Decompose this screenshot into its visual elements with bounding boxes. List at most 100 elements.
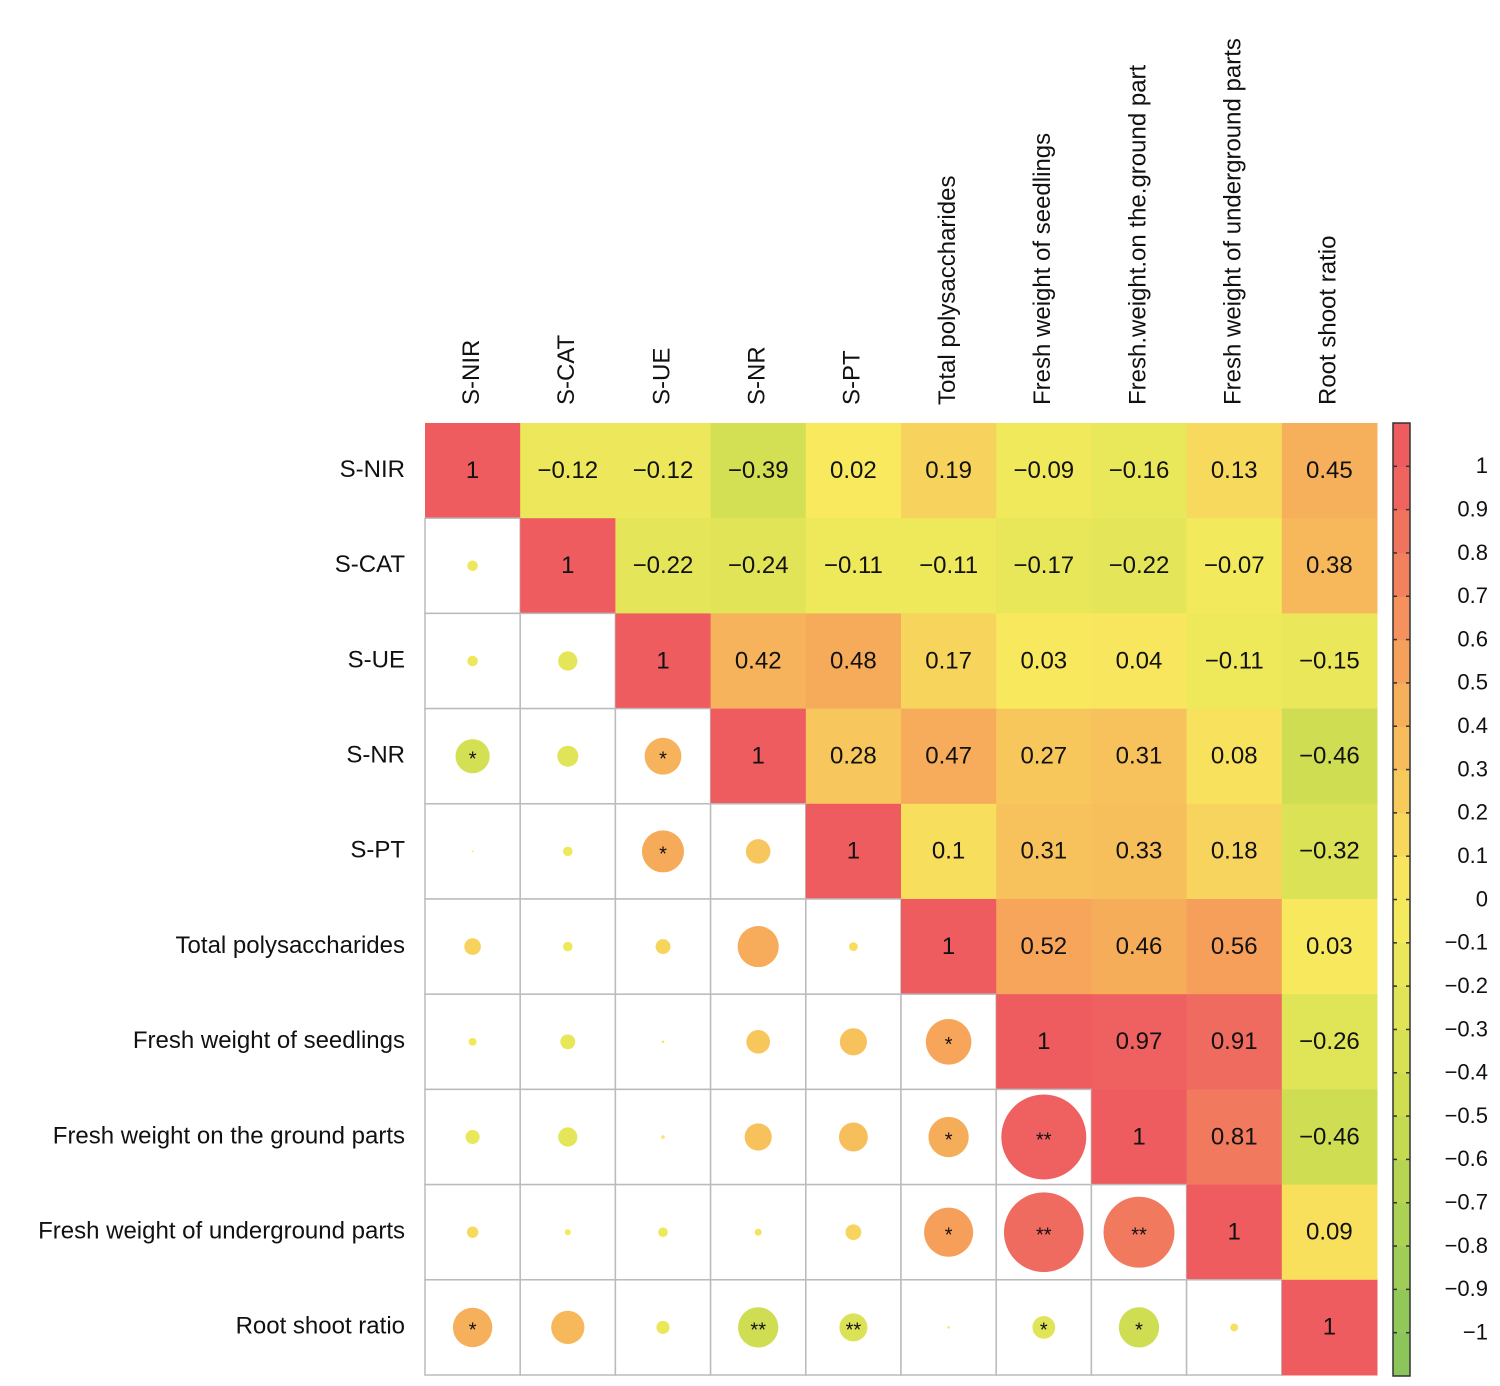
value-label: 0.45 (1306, 457, 1353, 484)
cell (805, 518, 902, 614)
cell (710, 613, 807, 710)
colorbar-tick-label: 0.5 (1457, 670, 1488, 695)
value-label: 0.03 (1020, 647, 1067, 674)
cell (901, 423, 997, 519)
colorbar-tick-label: −0.4 (1445, 1060, 1488, 1085)
value-label: −0.12 (537, 457, 598, 484)
colorbar-band (1393, 1246, 1410, 1290)
value-label: 1 (942, 933, 955, 960)
significance: * (1135, 1320, 1143, 1342)
value-label: 0.02 (830, 457, 877, 484)
circle (1103, 1196, 1175, 1268)
significance: * (469, 748, 477, 770)
cell (996, 899, 1092, 995)
colorbar-tick-label: −0.2 (1445, 973, 1488, 998)
cell (901, 518, 997, 614)
cell (615, 613, 712, 710)
row-label: Root shoot ratio (236, 1313, 405, 1340)
cell (901, 803, 997, 900)
value-label: 1 (1228, 1219, 1241, 1246)
circle (641, 830, 685, 873)
cell (1186, 423, 1283, 519)
colorbar-band (1393, 1202, 1410, 1247)
cell (1186, 708, 1283, 805)
value-label: 1 (1323, 1314, 1336, 1341)
colorbar-band (1393, 423, 1410, 467)
value-label: 1 (847, 838, 860, 865)
cell (710, 518, 807, 614)
circle (838, 1122, 868, 1152)
cell (996, 708, 1092, 805)
value-label: −0.22 (1109, 552, 1170, 579)
cell (1281, 1089, 1378, 1186)
value-label: −0.12 (633, 457, 694, 484)
circle (655, 939, 671, 955)
colorbar-tick-label: 0.4 (1457, 713, 1488, 738)
circle (744, 1123, 772, 1151)
circle (924, 1207, 974, 1257)
circle (1118, 1307, 1160, 1348)
circle (562, 941, 573, 952)
colorbar-tick-label: −0.6 (1445, 1146, 1488, 1171)
cell (1091, 1089, 1188, 1186)
cell (805, 708, 902, 805)
colorbar-tick-label: 1 (1476, 453, 1488, 478)
cell (1186, 613, 1283, 710)
significance: ** (1036, 1224, 1052, 1246)
colorbar-band (1393, 812, 1410, 857)
colorbar-band (1393, 1116, 1410, 1160)
value-label: 0.13 (1211, 457, 1258, 484)
significance: ** (750, 1320, 766, 1342)
value-label: −0.07 (1204, 552, 1265, 579)
colorbar-band (1393, 1029, 1410, 1074)
col-label: S-NR (744, 346, 771, 405)
value-label: 0.48 (830, 647, 877, 674)
cell (710, 423, 807, 519)
value-label: −0.11 (824, 552, 883, 579)
colorbar-band (1393, 552, 1410, 597)
colorbar-band (1393, 1289, 1410, 1334)
cell (425, 423, 521, 519)
colorbar-tick-label: 0.9 (1457, 496, 1488, 521)
row-label: Fresh weight of seedlings (133, 1027, 405, 1054)
value-label: −0.46 (1299, 1123, 1360, 1150)
cell (1281, 518, 1378, 614)
colorbar-band (1393, 1332, 1410, 1377)
colorbar-tick-label: −0.5 (1445, 1103, 1488, 1128)
circle (464, 938, 481, 955)
cell (805, 803, 902, 900)
value-label: 0.27 (1020, 743, 1067, 770)
circle (455, 739, 490, 774)
colorbar-band (1393, 856, 1410, 900)
value-label: −0.11 (1205, 647, 1264, 674)
circle (465, 1129, 480, 1145)
row-label: Fresh weight on the ground parts (53, 1122, 405, 1149)
col-label: Total polysaccharides (934, 176, 961, 405)
colorbar-tick-label: −0.9 (1445, 1276, 1488, 1301)
colorbar-band (1393, 682, 1410, 727)
value-label: 0.19 (925, 457, 972, 484)
circle (947, 1326, 950, 1329)
cell (901, 613, 997, 710)
value-label: 0.46 (1116, 933, 1163, 960)
value-label: 0.08 (1211, 743, 1258, 770)
circle (1230, 1323, 1239, 1332)
value-label: −0.39 (728, 457, 789, 484)
cell (996, 518, 1092, 614)
circle (467, 560, 478, 572)
colorbar-band (1393, 726, 1410, 771)
row-label: Total polysaccharides (176, 932, 405, 959)
circle (849, 942, 858, 951)
value-label: −0.24 (728, 552, 789, 579)
circle (644, 737, 682, 775)
cell (1186, 994, 1283, 1090)
colorbar-tick-label: −0.1 (1445, 930, 1488, 955)
cell (1281, 899, 1378, 995)
circle (467, 655, 478, 667)
col-label: S-CAT (553, 334, 580, 405)
value-label: 0.04 (1116, 647, 1163, 674)
value-label: 1 (561, 552, 574, 579)
cell (996, 994, 1092, 1090)
circle (754, 1228, 762, 1236)
colorbar-band (1393, 596, 1410, 641)
